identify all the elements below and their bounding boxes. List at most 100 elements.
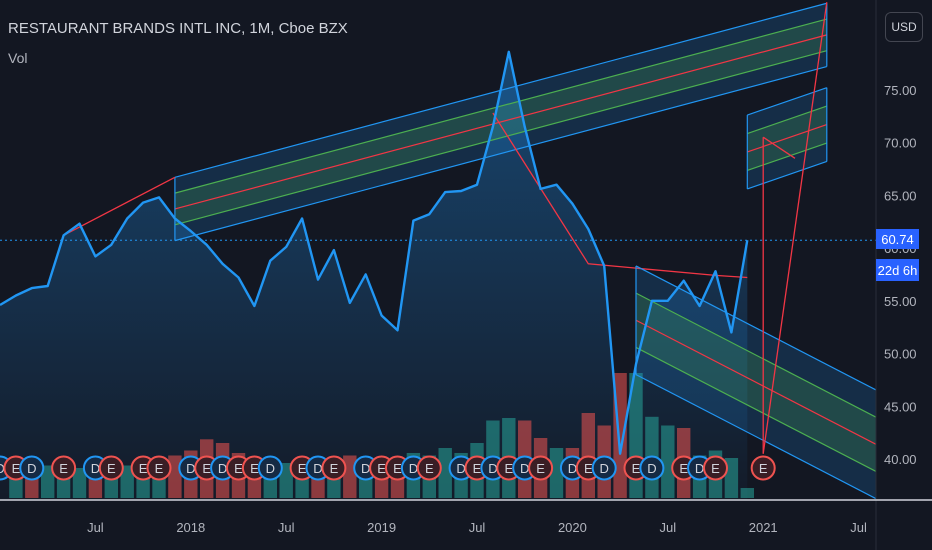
channel-border bbox=[747, 160, 827, 190]
x-tick-label: 2019 bbox=[367, 520, 396, 535]
event-marker-letter: D bbox=[695, 461, 704, 476]
x-tick-label: 2020 bbox=[558, 520, 587, 535]
dividend-marker[interactable]: D bbox=[591, 455, 617, 481]
event-marker-letter: E bbox=[59, 461, 68, 476]
volume-indicator-label[interactable]: Vol bbox=[8, 50, 28, 66]
event-marker-letter: D bbox=[647, 461, 656, 476]
earnings-marker[interactable]: E bbox=[98, 455, 124, 481]
event-marker-letter: E bbox=[473, 461, 482, 476]
event-marker-letter: E bbox=[711, 461, 720, 476]
dividend-marker[interactable]: D bbox=[639, 455, 665, 481]
parallel-channel[interactable] bbox=[174, 2, 828, 242]
channel-median-line bbox=[747, 123, 827, 153]
earnings-marker-circle bbox=[51, 455, 77, 481]
event-marker-letter: E bbox=[425, 461, 434, 476]
price-line bbox=[0, 50, 749, 455]
channel-median-line bbox=[174, 34, 827, 210]
parallel-channel[interactable] bbox=[746, 87, 828, 190]
volume-bar bbox=[740, 488, 754, 498]
earnings-marker[interactable]: E bbox=[703, 455, 728, 481]
event-marker-letter: E bbox=[298, 461, 307, 476]
event-marker-letter: D bbox=[91, 461, 100, 476]
event-marker-letter: D bbox=[266, 461, 275, 476]
price-line-group bbox=[0, 50, 876, 455]
last-price-tag: 60.74 bbox=[876, 229, 919, 249]
volume-bar bbox=[168, 455, 182, 498]
event-marker-letter: E bbox=[330, 461, 339, 476]
y-tick-label: 70.00 bbox=[884, 136, 917, 151]
channel-quarter-line bbox=[174, 50, 827, 226]
volume-bar bbox=[72, 468, 87, 498]
event-markers[interactable]: DEDEDEEEDEDEEDEDEDEEDEDEDEDEDEDEDEDEE bbox=[0, 455, 776, 481]
dividend-marker-circle bbox=[591, 455, 617, 481]
earnings-marker[interactable]: E bbox=[321, 455, 347, 481]
event-marker-letter: D bbox=[520, 461, 529, 476]
y-tick-label: 50.00 bbox=[884, 347, 917, 362]
channel-quarter-line bbox=[747, 142, 827, 172]
volume-bar bbox=[724, 458, 739, 498]
earnings-marker-circle bbox=[146, 455, 172, 481]
volume-bar bbox=[120, 465, 134, 498]
event-marker-letter: D bbox=[361, 461, 370, 476]
dividend-marker[interactable]: D bbox=[19, 455, 45, 481]
event-marker-letter: D bbox=[456, 461, 465, 476]
event-marker-letter: D bbox=[568, 461, 577, 476]
event-marker-letter: D bbox=[488, 461, 497, 476]
x-tick-label: 2021 bbox=[749, 520, 778, 535]
event-marker-letter: E bbox=[234, 461, 243, 476]
drawing-tools[interactable] bbox=[63, 2, 932, 531]
earnings-marker[interactable]: E bbox=[146, 455, 172, 481]
x-tick-label: Jul bbox=[87, 520, 104, 535]
trend-line[interactable] bbox=[63, 176, 176, 236]
event-marker-letter: E bbox=[536, 461, 545, 476]
dividend-marker[interactable]: D bbox=[257, 455, 283, 481]
earnings-marker[interactable]: E bbox=[51, 455, 77, 481]
y-tick-label: 75.00 bbox=[884, 83, 917, 98]
channel-quarter-line bbox=[747, 105, 827, 135]
event-marker-letter: E bbox=[107, 461, 116, 476]
event-marker-letter: E bbox=[155, 461, 164, 476]
event-marker-letter: E bbox=[139, 461, 148, 476]
event-marker-letter: E bbox=[584, 461, 593, 476]
x-tick-label: Jul bbox=[278, 520, 295, 535]
earnings-marker-circle bbox=[528, 455, 554, 481]
earnings-marker-circle bbox=[321, 455, 347, 481]
symbol-title[interactable]: RESTAURANT BRANDS INTL INC, 1M, Cboe BZX bbox=[8, 20, 348, 37]
y-tick-label: 45.00 bbox=[884, 399, 917, 414]
dividend-marker-circle bbox=[257, 455, 283, 481]
earnings-marker-circle bbox=[750, 455, 776, 481]
channel-border bbox=[174, 65, 827, 242]
x-tick-label: 2018 bbox=[176, 520, 205, 535]
channel-quarter-line bbox=[635, 292, 876, 418]
price-area bbox=[0, 51, 748, 500]
parallel-channel[interactable] bbox=[635, 265, 932, 531]
event-marker-letter: E bbox=[250, 461, 259, 476]
event-marker-letter: D bbox=[0, 461, 5, 476]
volume-bar bbox=[661, 425, 675, 498]
event-marker-letter: E bbox=[393, 461, 402, 476]
trend-line[interactable] bbox=[762, 2, 828, 454]
earnings-marker[interactable]: E bbox=[528, 455, 554, 481]
channel-quarter-line bbox=[635, 346, 876, 473]
x-tick-label: Jul bbox=[659, 520, 676, 535]
event-marker-letter: E bbox=[12, 461, 21, 476]
channel-quarter-line bbox=[174, 18, 827, 194]
event-marker-letter: D bbox=[27, 461, 36, 476]
x-tick-label: Jul bbox=[469, 520, 486, 535]
price-area-fill bbox=[0, 51, 748, 500]
trend-line[interactable] bbox=[762, 136, 796, 159]
currency-button[interactable]: USD bbox=[885, 12, 923, 42]
event-marker-letter: E bbox=[202, 461, 211, 476]
volume-bar bbox=[279, 463, 293, 498]
event-marker-letter: D bbox=[218, 461, 227, 476]
channel-border bbox=[635, 265, 876, 391]
earnings-marker[interactable]: E bbox=[416, 455, 442, 481]
event-marker-letter: E bbox=[377, 461, 386, 476]
y-tick-label: 55.00 bbox=[884, 294, 917, 309]
y-tick-label: 65.00 bbox=[884, 188, 917, 203]
volume-bar bbox=[438, 448, 452, 498]
event-marker-letter: D bbox=[600, 461, 609, 476]
volume-bar bbox=[41, 465, 55, 498]
earnings-marker[interactable]: E bbox=[750, 455, 776, 481]
